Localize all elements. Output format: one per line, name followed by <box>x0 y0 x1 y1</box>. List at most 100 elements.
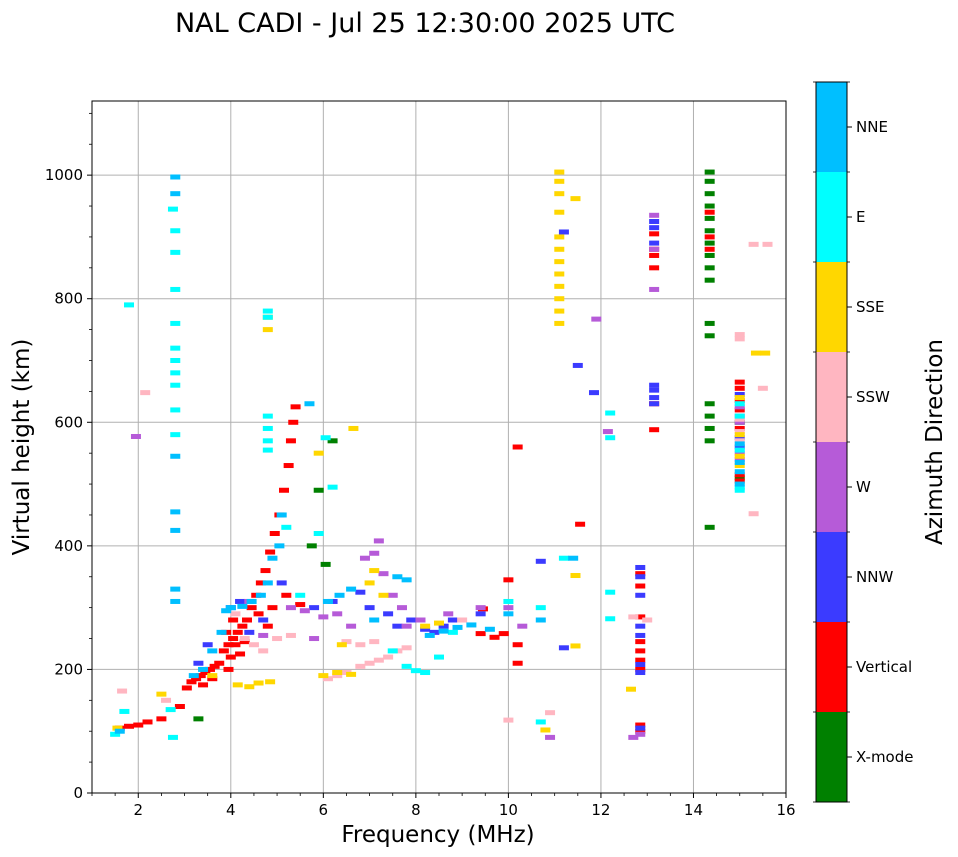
data-point <box>734 395 745 401</box>
data-point <box>170 320 181 326</box>
data-point <box>734 385 745 391</box>
data-point <box>191 676 202 682</box>
x-axis-label: Frequency (MHz) <box>341 822 534 848</box>
data-point <box>704 413 715 419</box>
data-point <box>267 605 278 611</box>
data-point <box>649 382 660 388</box>
data-point <box>193 660 204 666</box>
data-point <box>734 441 745 447</box>
data-point <box>429 629 440 635</box>
data-point <box>253 611 264 617</box>
colorbar-swatch <box>816 712 847 802</box>
data-point <box>635 574 646 580</box>
data-point <box>200 670 211 676</box>
data-point <box>318 614 329 620</box>
data-point <box>535 558 546 564</box>
data-point <box>216 629 227 635</box>
data-point <box>248 642 259 648</box>
data-point <box>204 666 215 672</box>
data-point <box>734 398 745 404</box>
data-point <box>262 425 273 431</box>
data-point <box>401 663 412 669</box>
data-point <box>635 623 646 629</box>
y-axis-label: Virtual height (km) <box>9 339 35 556</box>
series-sse <box>112 169 771 733</box>
data-point <box>635 583 646 589</box>
data-point <box>512 444 523 450</box>
data-point <box>734 435 745 441</box>
data-point <box>283 463 294 469</box>
data-point <box>635 571 646 577</box>
x-tick-label: 8 <box>411 801 421 819</box>
data-point <box>258 632 269 638</box>
data-point <box>605 435 616 441</box>
data-point <box>649 286 660 292</box>
data-point <box>114 728 125 734</box>
data-point <box>378 592 389 598</box>
data-point <box>295 602 306 608</box>
data-points <box>110 169 773 740</box>
data-point <box>554 283 565 289</box>
data-point <box>161 697 172 703</box>
y-tick-label: 800 <box>54 290 83 308</box>
data-point <box>447 629 458 635</box>
data-point <box>320 561 331 567</box>
data-point <box>230 642 241 648</box>
data-point <box>290 404 301 410</box>
data-point <box>392 574 403 580</box>
x-tick-label: 14 <box>684 801 703 819</box>
data-point <box>734 432 745 438</box>
data-point <box>198 666 209 672</box>
data-point <box>554 320 565 326</box>
data-point <box>554 191 565 197</box>
data-point <box>124 723 135 729</box>
data-point <box>341 639 352 645</box>
data-point <box>133 722 144 728</box>
data-point <box>258 617 269 623</box>
data-point <box>517 623 528 629</box>
data-point <box>369 550 380 556</box>
colorbar: X-mode Vertical NNW W SSW SSE E NNE <box>813 81 913 803</box>
data-point <box>734 478 745 484</box>
data-point <box>734 429 745 435</box>
data-point <box>605 616 616 622</box>
data-point <box>195 673 206 679</box>
data-point <box>170 228 181 234</box>
data-point <box>591 316 602 322</box>
data-point <box>635 670 646 676</box>
data-point <box>170 249 181 255</box>
data-point <box>313 450 324 456</box>
data-point <box>355 663 366 669</box>
data-point <box>369 617 380 623</box>
data-point <box>734 469 745 475</box>
data-point <box>649 231 660 237</box>
data-point <box>285 438 296 444</box>
data-point <box>734 336 745 342</box>
data-point <box>734 459 745 465</box>
data-point <box>306 543 317 549</box>
data-point <box>332 670 343 676</box>
data-point <box>649 212 660 218</box>
data-point <box>346 586 357 592</box>
data-point <box>554 169 565 175</box>
data-point <box>704 169 715 175</box>
data-point <box>554 209 565 215</box>
data-point <box>401 645 412 651</box>
data-point <box>503 598 514 604</box>
data-point <box>704 277 715 283</box>
colorbar-swatch <box>816 82 847 172</box>
data-point <box>704 524 715 530</box>
data-point <box>545 710 556 716</box>
series-nnw <box>193 218 745 731</box>
data-point <box>734 463 745 469</box>
data-point <box>193 716 204 722</box>
data-point <box>424 632 435 638</box>
data-point <box>734 450 745 456</box>
data-point <box>225 654 236 660</box>
data-point <box>734 379 745 385</box>
data-point <box>281 524 292 530</box>
data-point <box>484 626 495 632</box>
data-point <box>635 632 646 638</box>
data-point <box>554 271 565 277</box>
data-point <box>635 666 646 672</box>
